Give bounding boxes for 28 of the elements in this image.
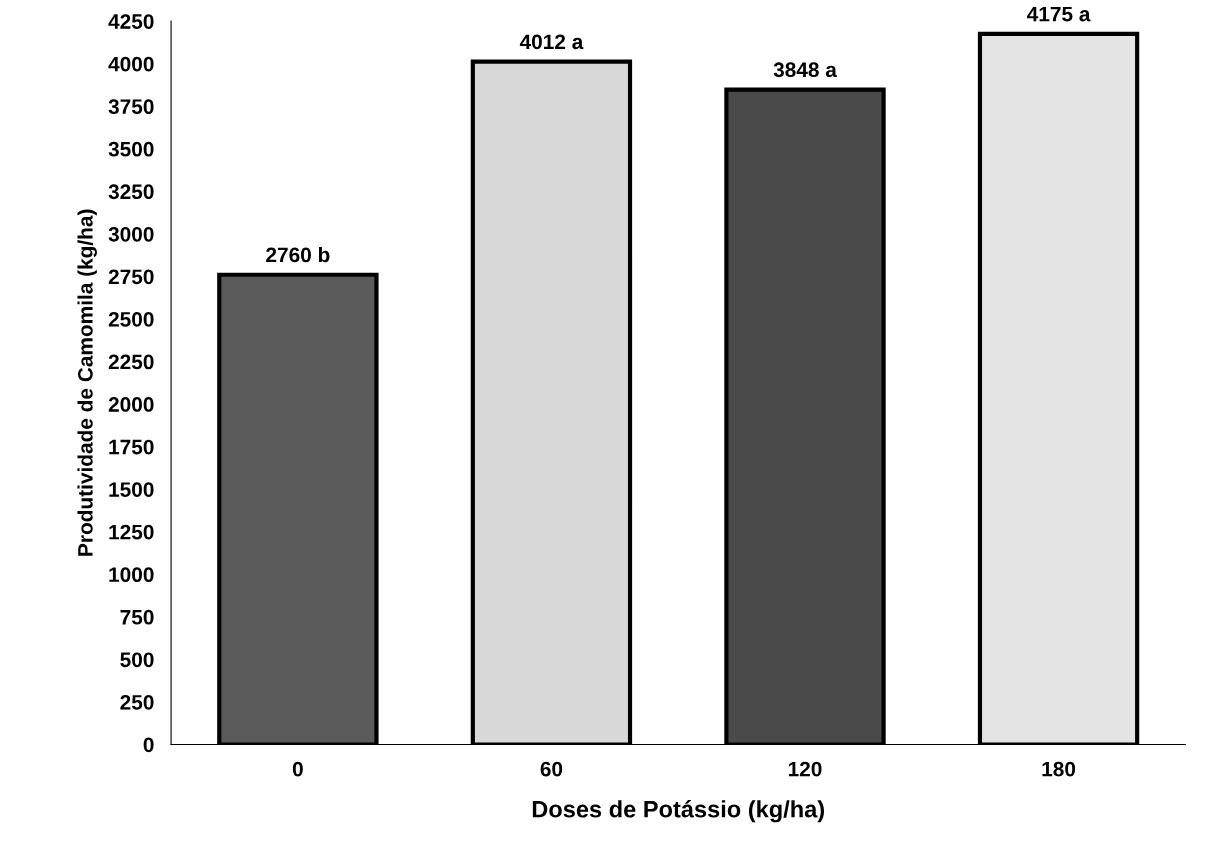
y-tick-label: 2000 (108, 397, 154, 412)
x-tick-label: 180 (1042, 761, 1076, 777)
y-tick-label: 2500 (108, 311, 154, 327)
x-tick-label: 60 (540, 761, 563, 777)
y-tick-label: 3000 (108, 226, 154, 242)
data-label: 4175 a (1027, 6, 1091, 22)
data-label: 4012 a (519, 34, 584, 50)
y-tick-label: 1250 (109, 524, 154, 540)
y-tick-label: 4000 (108, 56, 154, 72)
y-tick-label: 250 (120, 694, 154, 710)
y-tick-label: 3750 (108, 99, 154, 115)
x-axis-title: Doses de Potássio (kg/ha) (532, 800, 824, 823)
data-label: 2760 b (266, 246, 330, 263)
y-tick-label: 1000 (109, 567, 154, 583)
y-tick-label: 0 (143, 737, 154, 753)
y-tick-label: 2250 (108, 354, 154, 370)
y-tick-label: 1750 (109, 439, 154, 455)
y-axis-title: Produtividade de Camomila (kg/ha) (77, 209, 97, 556)
y-tick-label: 2750 (108, 269, 154, 285)
x-tick-label: 120 (788, 761, 822, 777)
y-tick-label: 3500 (108, 141, 154, 157)
x-tick-label: 0 (292, 761, 303, 777)
y-tick-label: 3250 (108, 184, 154, 200)
y-tick-label: 750 (120, 609, 154, 625)
data-label: 3848 a (773, 62, 837, 78)
y-tick-label: 4250 (108, 14, 154, 29)
y-tick-label: 1500 (109, 482, 154, 497)
y-tick-label: 500 (120, 652, 154, 668)
